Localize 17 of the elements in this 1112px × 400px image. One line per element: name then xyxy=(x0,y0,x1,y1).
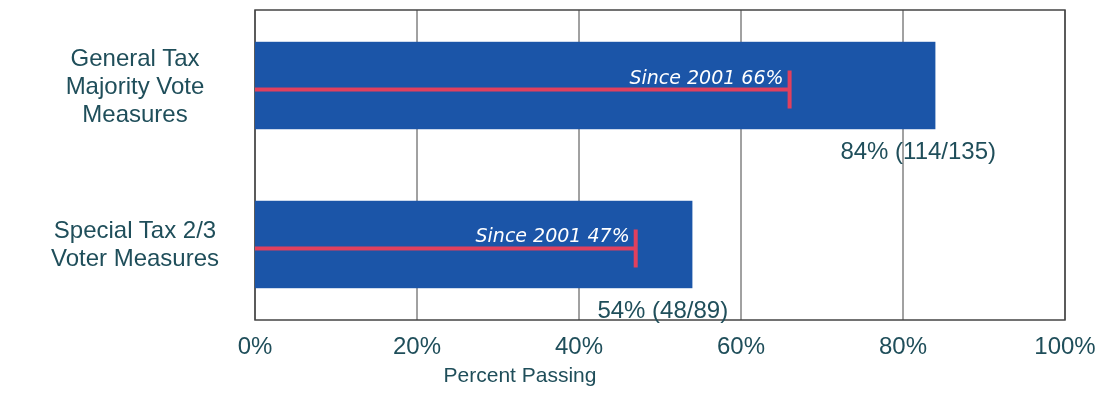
bar xyxy=(255,87,790,92)
y-tick-label: General Tax Majority Vote Measures xyxy=(65,43,205,127)
data-label: 84% (114/135) xyxy=(840,137,997,165)
x-tick-label: 0% xyxy=(237,332,273,359)
bar xyxy=(255,246,636,251)
x-axis-title: Percent Passing xyxy=(443,363,597,386)
x-tick-label: 60% xyxy=(716,332,766,359)
bar xyxy=(255,200,693,289)
x-tick-label: 80% xyxy=(878,332,928,359)
bar xyxy=(255,41,936,130)
x-tick-label: 100% xyxy=(1034,332,1096,359)
data-label: Since 2001 66% xyxy=(629,65,784,88)
x-tick-label: 40% xyxy=(554,332,604,359)
y-tick-label: Special Tax 2/3 Voter Measures xyxy=(50,216,220,272)
x-tick-label: 20% xyxy=(392,332,442,359)
data-label: 54% (48/89) xyxy=(597,296,729,324)
data-label: Since 2001 47% xyxy=(475,224,630,247)
